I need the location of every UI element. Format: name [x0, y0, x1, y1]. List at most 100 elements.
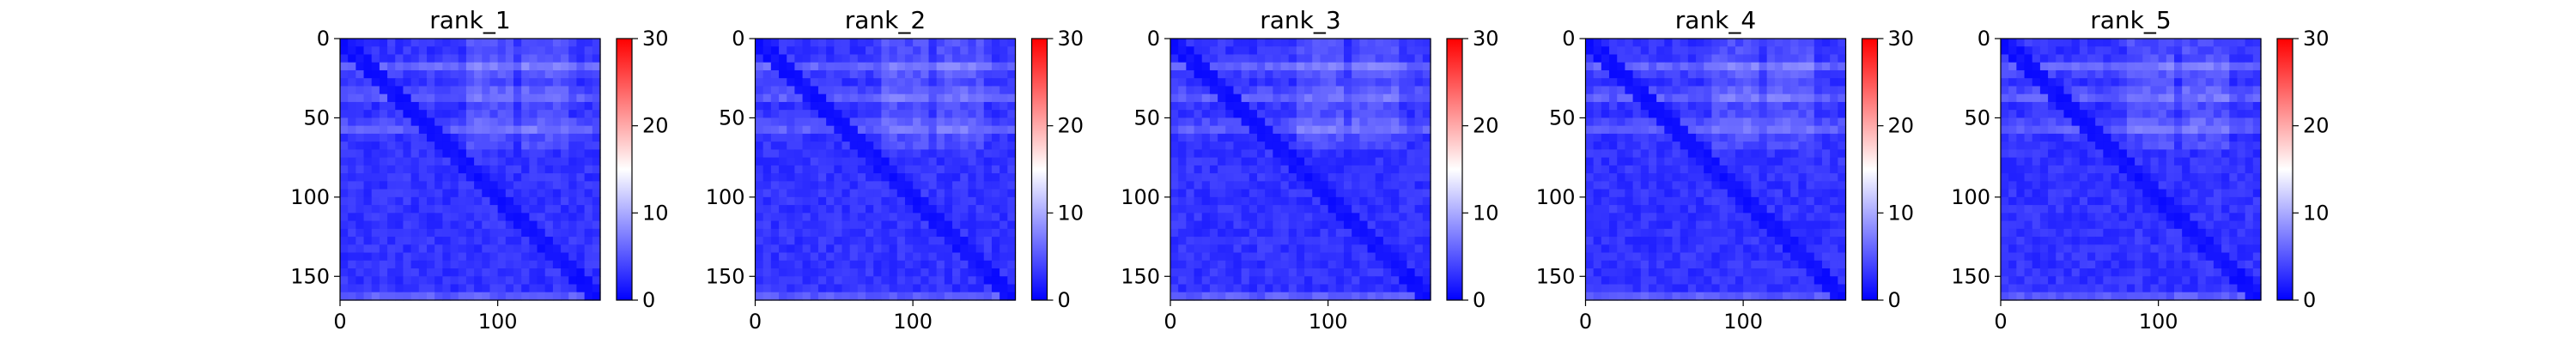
heatmap-cell [999, 149, 1008, 159]
heatmap-cell [1601, 268, 1610, 277]
heatmap-cell [1783, 101, 1791, 111]
heatmap-cell [1696, 237, 1704, 245]
heatmap-cell [1241, 125, 1250, 135]
heatmap-cell [1194, 110, 1203, 119]
heatmap-cell [1766, 39, 1776, 47]
heatmap-cell [513, 54, 522, 63]
heatmap-cell [1680, 69, 1689, 79]
heatmap-cell [1344, 157, 1352, 166]
heatmap-cell [474, 220, 483, 230]
heatmap-cell [999, 54, 1008, 63]
heatmap-cell [1585, 78, 1595, 87]
heatmap-cell [857, 292, 866, 301]
heatmap-cell [1838, 181, 1847, 190]
heatmap-cell [1280, 39, 1290, 47]
heatmap-cell [1320, 141, 1329, 150]
heatmap-cell [2158, 117, 2167, 127]
heatmap-cell [2166, 110, 2175, 119]
heatmap-cell [552, 173, 562, 182]
heatmap-cell [418, 141, 428, 150]
heatmap-cell [1640, 260, 1649, 269]
heatmap-cell [1273, 228, 1282, 238]
heatmap-cell [1593, 205, 1602, 214]
heatmap-cell [999, 93, 1008, 103]
heatmap-cell [1593, 244, 1602, 254]
heatmap-cell [866, 125, 874, 135]
heatmap-cell [465, 284, 475, 293]
heatmap-cell [826, 125, 835, 135]
heatmap-cell [1273, 78, 1282, 87]
heatmap-cell [1273, 237, 1282, 245]
heatmap-cell [936, 54, 945, 63]
heatmap-cell [410, 157, 420, 166]
heatmap-cell [1265, 133, 1273, 142]
heatmap-cell [810, 292, 819, 301]
heatmap-cell [1327, 141, 1337, 150]
heatmap-cell [513, 117, 522, 127]
heatmap-cell [497, 244, 507, 254]
heatmap-cell [497, 260, 507, 269]
heatmap-cell [1178, 189, 1187, 198]
heatmap-cell [2111, 69, 2120, 79]
heatmap-cell [1680, 276, 1689, 286]
heatmap-cell [936, 46, 945, 56]
heatmap-cell [1617, 149, 1626, 159]
heatmap-cell [881, 284, 890, 293]
heatmap-cell [1814, 117, 1823, 127]
heatmap-cell [1601, 252, 1610, 262]
heatmap-cell [1406, 244, 1416, 254]
heatmap-cell [1806, 260, 1815, 269]
heatmap-cell [755, 69, 764, 79]
heatmap-cell [2158, 62, 2167, 71]
heatmap-cell [960, 101, 969, 111]
heatmap-cell [755, 260, 764, 269]
heatmap-cell [1585, 149, 1595, 159]
heatmap-cell [1601, 93, 1610, 103]
heatmap-cell [410, 196, 420, 206]
heatmap-cell [584, 125, 593, 135]
heatmap-cell [2126, 86, 2136, 95]
heatmap-cell [1288, 196, 1297, 206]
heatmap-cell [952, 205, 961, 214]
heatmap-cell [810, 39, 819, 47]
heatmap-cell [983, 149, 993, 159]
heatmap-cell [1382, 189, 1392, 198]
heatmap-cell [482, 93, 491, 103]
heatmap-cell [1422, 46, 1431, 56]
heatmap-cell [1806, 220, 1815, 230]
heatmap-cell [920, 149, 930, 159]
heatmap-cell [1743, 276, 1752, 286]
heatmap-cell [568, 284, 578, 293]
heatmap-cell [1830, 252, 1838, 262]
heatmap-cell [857, 149, 866, 159]
heatmap-cell [1687, 284, 1697, 293]
heatmap-cell [1751, 110, 1760, 119]
heatmap-cell [1414, 196, 1424, 206]
heatmap-cell [434, 93, 443, 103]
heatmap-cell [1759, 181, 1768, 190]
heatmap-cell [841, 268, 851, 277]
heatmap-cell [936, 133, 945, 142]
heatmap-cell [537, 149, 546, 159]
heatmap-cell [1280, 268, 1290, 277]
heatmap-cell [1790, 78, 1800, 87]
heatmap-cell [1640, 196, 1649, 206]
heatmap-cell [1814, 157, 1823, 166]
heatmap-cell [857, 228, 866, 238]
heatmap-cell [458, 149, 467, 159]
heatmap-cell [521, 54, 530, 63]
heatmap-cell [2205, 78, 2215, 87]
heatmap-cell [2079, 125, 2088, 135]
heatmap-cell [1225, 228, 1235, 238]
heatmap-cell [552, 237, 562, 245]
heatmap-cell [1312, 173, 1321, 182]
heatmap-cell [1751, 220, 1760, 230]
heatmap-cell [1664, 189, 1674, 198]
heatmap-cell [1422, 292, 1431, 301]
heatmap-cell [2118, 101, 2128, 111]
heatmap-cell [2197, 157, 2207, 166]
y-tick-label: 150 [290, 264, 330, 288]
heatmap-cell [928, 86, 938, 95]
heatmap-cell [561, 39, 569, 47]
heatmap-cell [770, 260, 780, 269]
